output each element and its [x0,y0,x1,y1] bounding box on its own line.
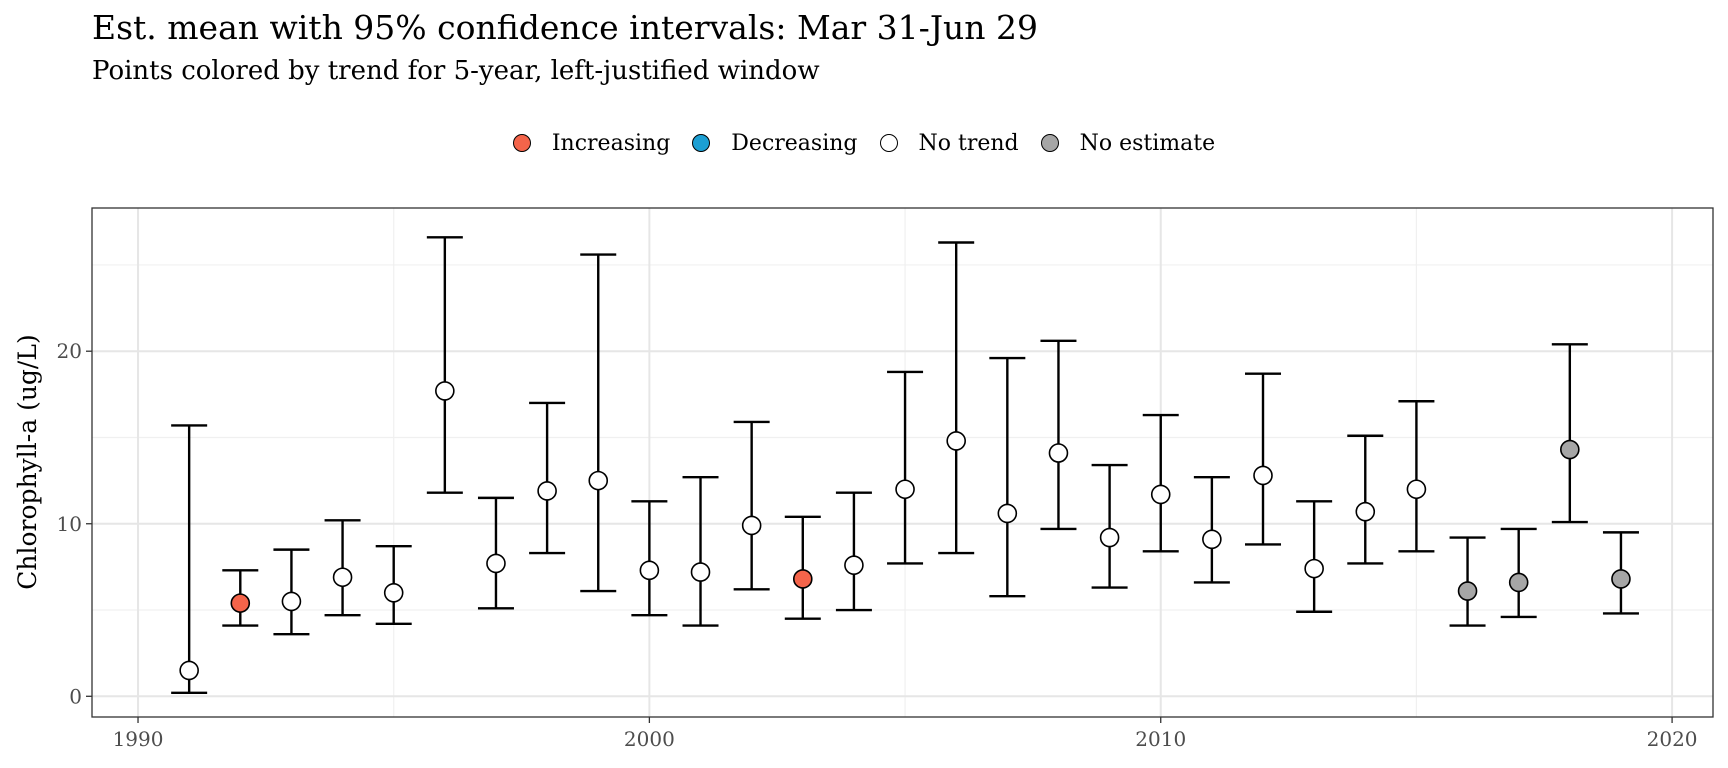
data-point-1998 [538,482,556,500]
y-axis: 0 10 20 [57,339,92,708]
y-tick-label: 10 [57,512,82,536]
data-point-2013 [1305,560,1323,578]
data-point-2011 [1203,530,1221,548]
data-point-1991 [180,661,198,679]
data-point-1995 [385,584,403,602]
data-point-1997 [487,554,505,572]
x-tick-label: 2020 [1647,727,1698,751]
y-tick-label: 0 [69,684,82,708]
data-point-1994 [334,568,352,586]
data-point-2012 [1254,466,1272,484]
data-point-2015 [1407,480,1425,498]
x-tick-label: 2010 [1135,727,1186,751]
data-point-2000 [640,561,658,579]
data-point-2002 [743,516,761,534]
data-point-2003 [794,570,812,588]
data-point-2009 [1101,529,1119,547]
data-point-2018 [1561,441,1579,459]
data-point-2007 [998,504,1016,522]
data-point-1993 [282,592,300,610]
data-point-2016 [1459,582,1477,600]
x-tick-label: 1990 [113,727,164,751]
data-point-2008 [1049,444,1067,462]
x-axis: 1990 2000 2010 2020 [113,717,1698,751]
data-point-1996 [436,382,454,400]
data-point-2001 [692,563,710,581]
x-tick-label: 2000 [624,727,675,751]
data-point-1999 [589,472,607,490]
data-point-2004 [845,556,863,574]
plot-background [92,208,1713,717]
data-point-2019 [1612,570,1630,588]
data-point-2010 [1152,485,1170,503]
data-point-2017 [1510,573,1528,591]
data-point-2014 [1356,503,1374,521]
y-tick-label: 20 [57,339,82,363]
data-point-1992 [231,594,249,612]
data-point-2006 [947,432,965,450]
y-axis-label: Chlorophyll-a (ug/L) [13,334,42,589]
data-point-2005 [896,480,914,498]
